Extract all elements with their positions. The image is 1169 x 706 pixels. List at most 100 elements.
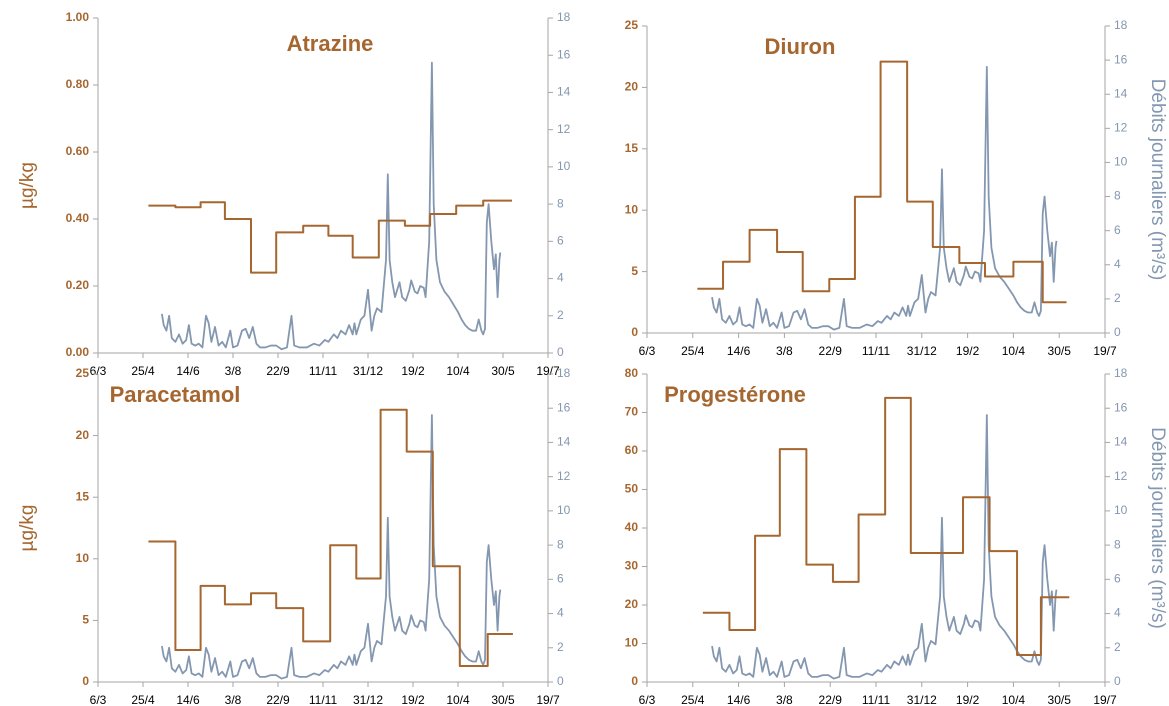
y2-axis-title: Débits journaliers (m³/s) <box>1147 79 1168 281</box>
y-tick-label: 40 <box>625 520 639 534</box>
step-line <box>702 396 1070 657</box>
y2-tick-label: 18 <box>557 366 571 380</box>
y2-tick-label: 2 <box>1114 640 1121 654</box>
x-tick-label: 31/12 <box>353 693 383 706</box>
x-tick-label: 3/8 <box>225 693 242 706</box>
y2-tick-label: 18 <box>557 10 571 24</box>
x-tick-label: 30/5 <box>491 364 515 378</box>
y2-tick-label: 16 <box>1114 52 1128 66</box>
y-tick-label: 20 <box>76 428 90 442</box>
x-tick-label: 19/2 <box>956 693 980 706</box>
x-tick-label: 10/4 <box>446 693 470 706</box>
y2-tick-label: 16 <box>1114 400 1128 414</box>
x-tick-label: 14/6 <box>176 693 200 706</box>
x-tick-label: 11/11 <box>309 364 338 378</box>
y2-tick-label: 14 <box>1114 435 1128 449</box>
x-tick-label: 19/7 <box>1093 344 1117 358</box>
y2-tick-label: 0 <box>1114 325 1121 339</box>
y2-tick-label: 14 <box>557 435 571 449</box>
x-tick-label: 6/3 <box>639 693 656 706</box>
panel-title: Diuron <box>765 34 836 59</box>
y-tick-label: 0 <box>631 325 638 339</box>
x-tick-label: 25/4 <box>681 693 705 706</box>
y2-tick-label: 2 <box>1114 291 1121 305</box>
step-line <box>148 408 513 667</box>
y2-axis-title: Débits journaliers (m³/s) <box>1147 427 1168 629</box>
x-tick-label: 31/12 <box>907 693 937 706</box>
y-tick-label: 70 <box>625 405 639 419</box>
y-tick-label: 0.20 <box>66 278 90 292</box>
y-tick-label: 10 <box>76 551 90 565</box>
x-tick-label: 19/7 <box>536 693 560 706</box>
x-tick-label: 19/2 <box>401 693 425 706</box>
y-tick-label: 20 <box>625 80 639 94</box>
y-tick-label: 60 <box>625 443 639 457</box>
y2-tick-label: 18 <box>1114 366 1128 380</box>
x-tick-label: 25/4 <box>131 693 155 706</box>
panel: 6/3 25/4 14/6 3/8 22/9 11/11 31/12 19/2 10/4 30/5… <box>17 10 571 378</box>
x-tick-label: 31/12 <box>353 364 383 378</box>
y-axis-title: µg/kg <box>17 505 38 552</box>
x-tick-label: 3/8 <box>776 344 793 358</box>
x-tick-label: 6/3 <box>90 693 107 706</box>
flow-line <box>161 61 502 351</box>
y-tick-label: 0 <box>82 674 89 688</box>
flow-line <box>711 414 1058 680</box>
y2-tick-label: 0 <box>557 674 564 688</box>
panel-title: Atrazine <box>287 31 374 56</box>
y-tick-label: 80 <box>625 366 639 380</box>
y2-tick-label: 2 <box>557 640 564 654</box>
y2-tick-label: 4 <box>1114 257 1121 271</box>
y2-tick-label: 14 <box>557 85 571 99</box>
y2-tick-label: 12 <box>1114 469 1128 483</box>
x-tick-label: 10/4 <box>446 364 470 378</box>
x-tick-label: 22/9 <box>266 693 290 706</box>
y2-tick-label: 6 <box>1114 223 1121 237</box>
y-tick-label: 15 <box>76 489 90 503</box>
x-tick-label: 22/9 <box>819 693 843 706</box>
y2-tick-label: 6 <box>1114 572 1121 586</box>
x-tick-label: 31/12 <box>907 344 937 358</box>
y2-tick-label: 12 <box>1114 121 1128 135</box>
y2-tick-label: 14 <box>1114 86 1128 100</box>
panel: 6/3 25/4 14/6 3/8 22/9 11/11 31/12 19/2 10/4 30/5… <box>17 366 571 706</box>
y2-tick-label: 6 <box>557 234 564 248</box>
flow-line <box>711 66 1058 331</box>
x-tick-label: 14/6 <box>727 344 751 358</box>
x-tick-label: 14/6 <box>727 693 751 706</box>
y-tick-label: 0.00 <box>66 345 90 359</box>
y2-tick-label: 12 <box>557 469 571 483</box>
y2-tick-label: 10 <box>557 159 571 173</box>
y-tick-label: 0 <box>631 674 638 688</box>
x-tick-label: 19/2 <box>956 344 980 358</box>
x-tick-label: 25/4 <box>681 344 705 358</box>
step-line <box>697 60 1067 304</box>
x-tick-label: 30/5 <box>1048 344 1072 358</box>
x-tick-label: 3/8 <box>776 693 793 706</box>
y2-tick-label: 16 <box>557 47 571 61</box>
y2-tick-label: 4 <box>1114 606 1121 620</box>
x-tick-label: 30/5 <box>1048 693 1072 706</box>
y2-tick-label: 8 <box>557 537 564 551</box>
x-tick-label: 10/4 <box>1002 344 1026 358</box>
y-tick-label: 25 <box>76 366 90 380</box>
y-tick-label: 5 <box>631 264 638 278</box>
y-tick-label: 10 <box>625 636 639 650</box>
y2-tick-label: 2 <box>557 308 564 322</box>
y-tick-label: 0.80 <box>66 77 90 91</box>
y2-tick-label: 6 <box>557 572 564 586</box>
y-axis-title: µg/kg <box>17 162 38 209</box>
x-tick-label: 10/4 <box>1002 693 1026 706</box>
y2-tick-label: 4 <box>557 606 564 620</box>
y2-tick-label: 4 <box>557 271 564 285</box>
y2-tick-label: 16 <box>557 400 571 414</box>
y2-tick-label: 10 <box>557 503 571 517</box>
x-tick-label: 11/11 <box>309 693 338 706</box>
y-tick-label: 1.00 <box>66 10 90 24</box>
y-tick-label: 50 <box>625 482 639 496</box>
y2-tick-label: 0 <box>1114 674 1121 688</box>
x-tick-label: 19/7 <box>1093 693 1117 706</box>
x-tick-label: 14/6 <box>176 364 200 378</box>
x-tick-label: 6/3 <box>90 364 107 378</box>
